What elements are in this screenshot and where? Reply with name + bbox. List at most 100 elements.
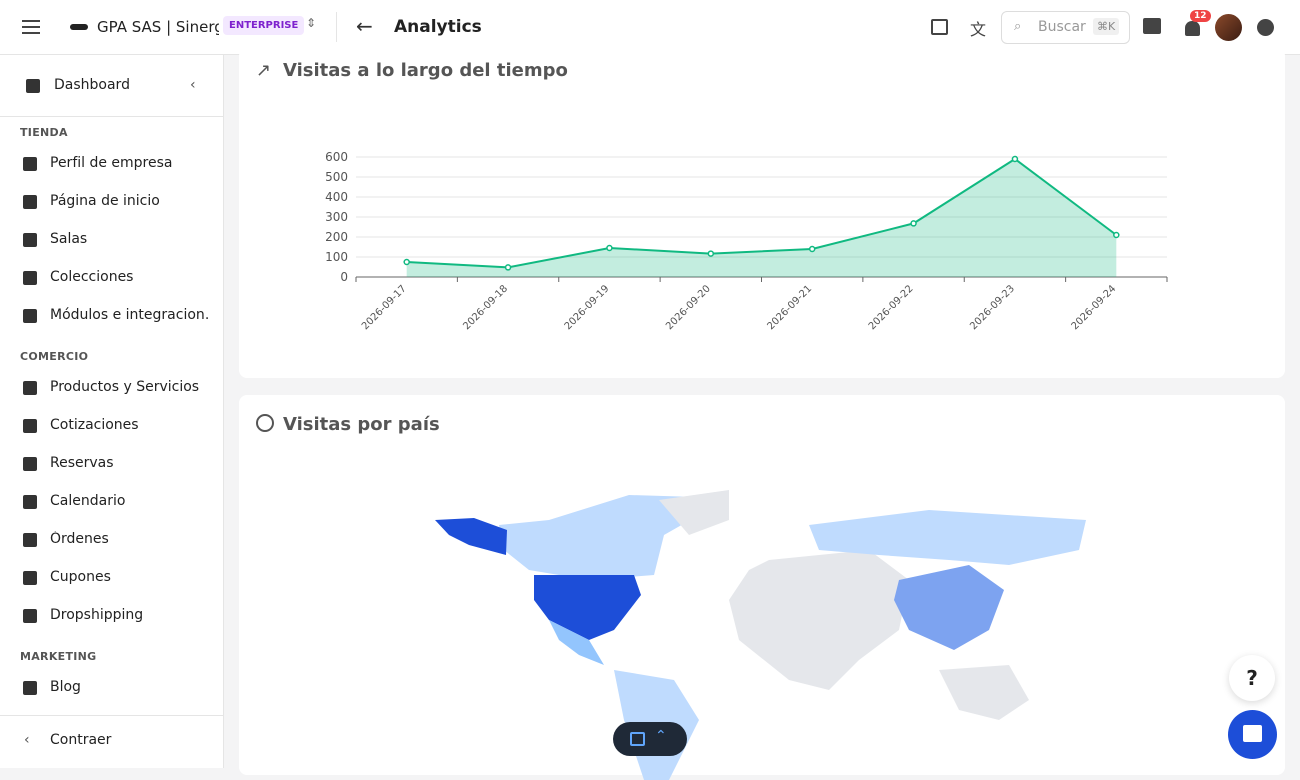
nav-item[interactable]: Salas: [50, 231, 88, 247]
trend-icon: ↗: [256, 60, 272, 81]
chevron: ‹: [190, 77, 196, 93]
y-tick-label: 500: [325, 170, 348, 184]
org-switch[interactable]: ⇕: [306, 16, 317, 30]
nav-item[interactable]: Blog: [50, 679, 81, 695]
point: [1113, 231, 1120, 239]
x-tick-label: 2026-09-19: [563, 283, 612, 332]
card-title: Visitas por país: [283, 414, 440, 435]
nav-item[interactable]: Dropshipping: [50, 607, 144, 623]
nav-item[interactable]: Productos y Servicios: [50, 379, 200, 395]
map-region: [435, 518, 507, 555]
x-tick-label: 2026-09-17: [360, 283, 409, 332]
point: [808, 245, 816, 253]
org-name[interactable]: GPA SAS | Sinergi…: [97, 18, 219, 36]
area: [406, 159, 1117, 277]
search-icon: ⌕: [1014, 19, 1022, 34]
org-logo: [70, 24, 88, 30]
nav-icon: [23, 157, 37, 171]
point: [910, 220, 917, 227]
nav-icon: [23, 681, 37, 695]
y-tick-label: 400: [325, 190, 348, 204]
nav-icon: [23, 609, 37, 623]
nav-icon: [23, 457, 37, 471]
page-title: Analytics: [394, 17, 482, 37]
nav-item[interactable]: Calendario: [50, 493, 126, 509]
map-region: [939, 665, 1029, 720]
expand-button[interactable]: ⌃: [655, 728, 667, 744]
point: [707, 250, 715, 257]
map-region: [499, 495, 729, 580]
x-tick-label: 2026-09-24: [1070, 283, 1119, 332]
chat-icon: [1243, 725, 1262, 742]
map-region: [729, 550, 909, 690]
nav-icon: [23, 419, 37, 433]
nav-icon: [23, 271, 37, 285]
y-tick-label: 200: [325, 230, 348, 244]
messages-icon[interactable]: [1143, 18, 1161, 34]
store-button[interactable]: [630, 732, 645, 746]
nav-icon: [23, 233, 37, 247]
nav-item[interactable]: Cupones: [50, 569, 111, 585]
top-bar: GPA SAS | Sinergi… ENTERPRISE ⇕ ← Analyt…: [0, 0, 1300, 55]
notification-count: 12: [1190, 10, 1211, 22]
map-region: [809, 510, 1086, 565]
section-title: TIENDA: [20, 126, 68, 139]
search-placeholder: Buscar: [1038, 19, 1086, 35]
chat-button[interactable]: [1228, 710, 1277, 759]
y-tick-label: 600: [325, 150, 348, 164]
notifications-icon[interactable]: [1185, 21, 1200, 36]
y-tick-label: 300: [325, 210, 348, 224]
x-tick-label: 2026-09-21: [765, 283, 814, 332]
nav-icon: [23, 533, 37, 547]
map-region: [659, 490, 729, 535]
world-map: [435, 490, 1086, 780]
y-tick-label: 0: [340, 270, 348, 284]
point: [504, 264, 512, 271]
search-shortcut: ⌘K: [1093, 18, 1120, 35]
theme-toggle[interactable]: [1257, 19, 1274, 36]
nav-item[interactable]: Perfil de empresa: [50, 155, 173, 171]
section-title: MARKETING: [20, 650, 97, 663]
x-tick-label: 2026-09-20: [664, 283, 713, 332]
nav-item[interactable]: Órdenes: [50, 531, 109, 547]
sidebar: Dashboard ‹ TIENDA Perfil de empresa Página …: [0, 55, 224, 768]
card-title: Visitas a lo largo del tiempo: [283, 60, 568, 81]
nav-item[interactable]: Reservas: [50, 455, 114, 471]
point: [1011, 155, 1019, 163]
section-title: COMERCIO: [20, 350, 89, 363]
back-button[interactable]: ←: [356, 14, 373, 38]
nav-item[interactable]: Cotizaciones: [50, 417, 139, 433]
globe-icon: [256, 414, 274, 432]
divider: [0, 116, 223, 117]
nav-icon: [23, 195, 37, 209]
line-chart: 0 100 200 300 400 500 600 2026-09-17 2026-09-18 2…: [325, 150, 1168, 332]
nav-item[interactable]: Módulos e integracion…: [50, 307, 210, 323]
store-icon[interactable]: [931, 19, 948, 35]
map-region: [534, 575, 641, 640]
y-tick-label: 100: [325, 250, 348, 264]
help-button[interactable]: ?: [1229, 655, 1275, 701]
map-region: [894, 565, 1004, 650]
translate-icon[interactable]: 文: [970, 20, 987, 39]
point: [606, 244, 613, 252]
divider: [0, 715, 223, 716]
nav-item[interactable]: Dashboard: [54, 77, 130, 93]
nav-icon: [23, 381, 37, 395]
menu-icon[interactable]: [22, 18, 42, 36]
visits-time-card: ↗ Visitas a lo largo del tiempo 0 100 200 3…: [239, 48, 1285, 378]
nav-icon: [23, 309, 37, 323]
divider: [336, 12, 337, 42]
x-tick-label: 2026-09-18: [461, 283, 510, 332]
collapse-button[interactable]: Contraer: [50, 732, 112, 748]
collapse-icon: ‹: [24, 732, 30, 748]
nav-item[interactable]: Colecciones: [50, 269, 134, 285]
search-box[interactable]: ⌕ Buscar ⌘K: [1001, 11, 1130, 44]
x-tick-label: 2026-09-22: [867, 283, 916, 332]
floating-toolbar[interactable]: ⌃: [613, 722, 687, 756]
avatar[interactable]: [1215, 14, 1242, 41]
nav-item[interactable]: Página de inicio: [50, 193, 160, 209]
point: [403, 258, 410, 266]
dashboard-icon: [26, 79, 40, 93]
